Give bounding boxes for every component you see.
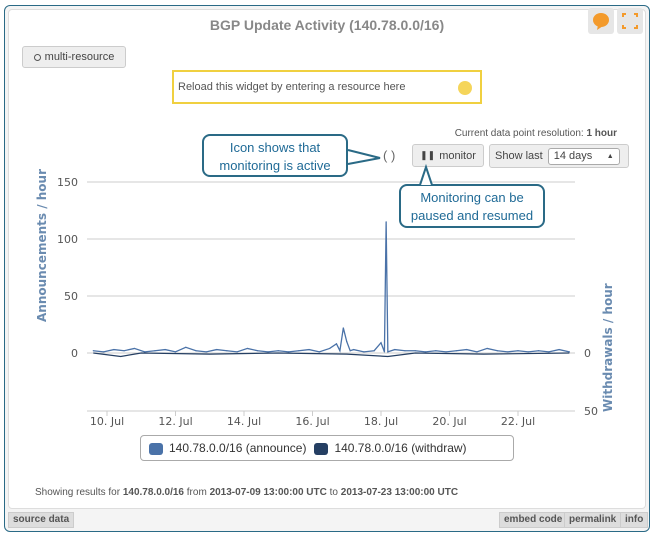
feedback-button[interactable] xyxy=(588,8,614,34)
show-last-select[interactable]: 14 days ▲ xyxy=(547,147,620,165)
resolution-text: Current data point resolution: 1 hour xyxy=(454,128,617,139)
legend-item-announce[interactable]: 140.78.0.0/16 (announce) xyxy=(149,441,306,455)
source-data-button[interactable]: source data xyxy=(8,512,75,528)
widget-title: BGP Update Activity (140.78.0.0/16) xyxy=(209,17,445,33)
select-arrows-icon: ▲ xyxy=(606,152,614,160)
monitor-active-icon: ( ) xyxy=(383,148,396,163)
resource-input[interactable]: Reload this widget by entering a resourc… xyxy=(172,70,482,104)
permalink-button[interactable]: permalink xyxy=(564,512,622,528)
embed-code-button[interactable]: embed code xyxy=(499,512,568,528)
speech-bubble-icon xyxy=(593,13,609,30)
callout-monitoring-active: Icon shows that monitoring is active xyxy=(202,134,348,177)
callout-monitoring-pause: Monitoring can be paused and resumed xyxy=(399,184,545,228)
radio-icon xyxy=(33,53,41,61)
fullscreen-button[interactable] xyxy=(617,8,643,34)
expand-icon xyxy=(622,13,638,29)
multi-resource-button[interactable]: multi-resource xyxy=(22,46,126,68)
monitor-button[interactable]: ❚❚ monitor xyxy=(412,144,484,167)
show-last-control: Show last 14 days ▲ xyxy=(489,144,629,168)
pause-icon: ❚❚ xyxy=(420,150,436,160)
legend-item-withdraw[interactable]: 140.78.0.0/16 (withdraw) xyxy=(314,441,467,455)
results-summary: Showing results for 140.78.0.0/16 from 2… xyxy=(35,487,459,498)
info-button[interactable]: info xyxy=(620,512,649,528)
chart-legend: 140.78.0.0/16 (announce) 140.78.0.0/16 (… xyxy=(140,435,514,461)
reload-icon xyxy=(458,81,472,95)
